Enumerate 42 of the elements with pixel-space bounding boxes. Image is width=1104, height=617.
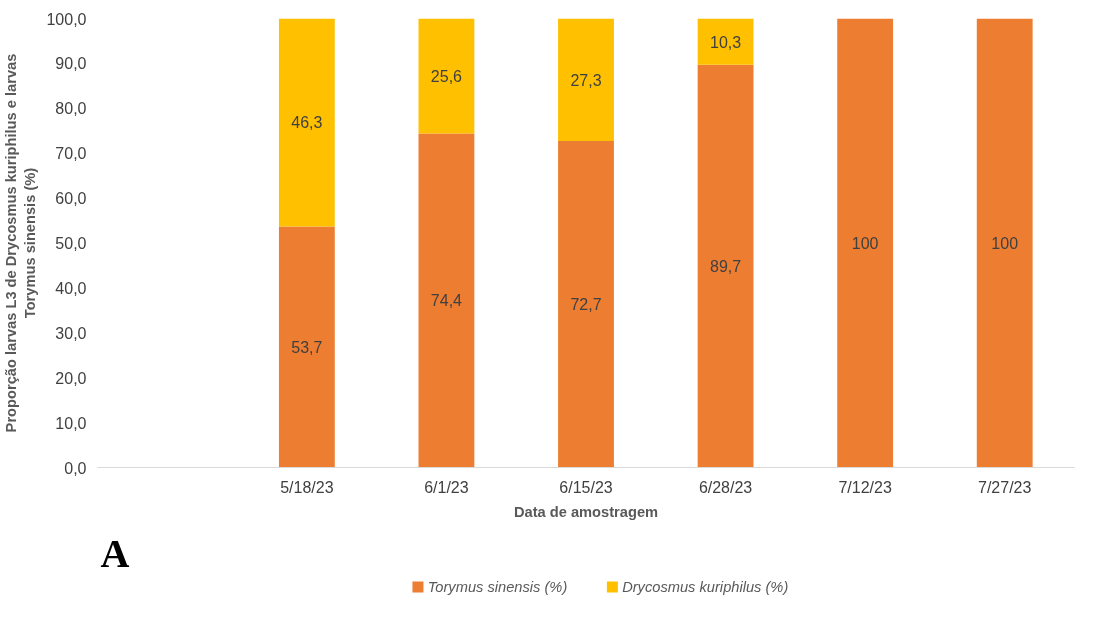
- bar: [278, 18, 335, 227]
- y-tick-label: 90,0: [55, 55, 87, 73]
- bar: [976, 18, 1033, 468]
- data-label: 89,7: [710, 258, 742, 276]
- y-tick-label: 0,0: [64, 459, 87, 477]
- bar: [558, 18, 614, 142]
- data-label: 53,7: [291, 338, 323, 356]
- legend-label: Drycosmus kuriphilus (%): [622, 578, 789, 595]
- y-tick-label: 30,0: [55, 324, 87, 342]
- data-label: 100: [851, 235, 879, 252]
- text: A: [100, 530, 130, 576]
- x-tick-label: 6/15/23: [559, 478, 613, 496]
- y-tick-label: 80,0: [55, 100, 87, 118]
- y-tick-label: 70,0: [55, 145, 87, 163]
- data-label: 25,6: [430, 67, 463, 85]
- bar: [697, 64, 754, 468]
- x-tick-label: 6/1/23: [424, 478, 469, 496]
- data-label: 100: [991, 235, 1019, 252]
- bar: [418, 133, 475, 468]
- data-label: 10,3: [710, 33, 742, 51]
- data-label: 74,4: [430, 292, 463, 310]
- y-tick-label: 20,0: [55, 369, 87, 387]
- data-label: 27,3: [570, 71, 602, 89]
- bar: [697, 18, 754, 65]
- x-axis-title: Data de amostragem: [513, 503, 659, 520]
- bar: [418, 18, 475, 134]
- y-axis-title: Proporção larvas L3 de Drycosmus kuriphilus e larvas Torymus sinensis (%): [3, 53, 39, 433]
- data-label: 72,7: [570, 296, 602, 314]
- y-tick-label: 10,0: [55, 414, 87, 432]
- x-tick-label: 7/12/23: [838, 478, 892, 496]
- bar: [558, 141, 614, 468]
- data-label: 46,3: [291, 114, 323, 132]
- bar: [837, 18, 894, 468]
- y-tick-label: 60,0: [55, 190, 87, 208]
- y-tick-label: 40,0: [55, 279, 87, 297]
- bar: [278, 226, 335, 468]
- x-tick-label: 7/27/23: [978, 478, 1032, 496]
- legend-label: Torymus sinensis (%): [427, 578, 568, 595]
- y-tick-label: 50,0: [55, 235, 87, 252]
- x-tick-label: 6/28/23: [698, 478, 753, 496]
- x-tick-label: 5/18/23: [280, 478, 334, 496]
- y-tick-label: 100,0: [46, 10, 87, 28]
